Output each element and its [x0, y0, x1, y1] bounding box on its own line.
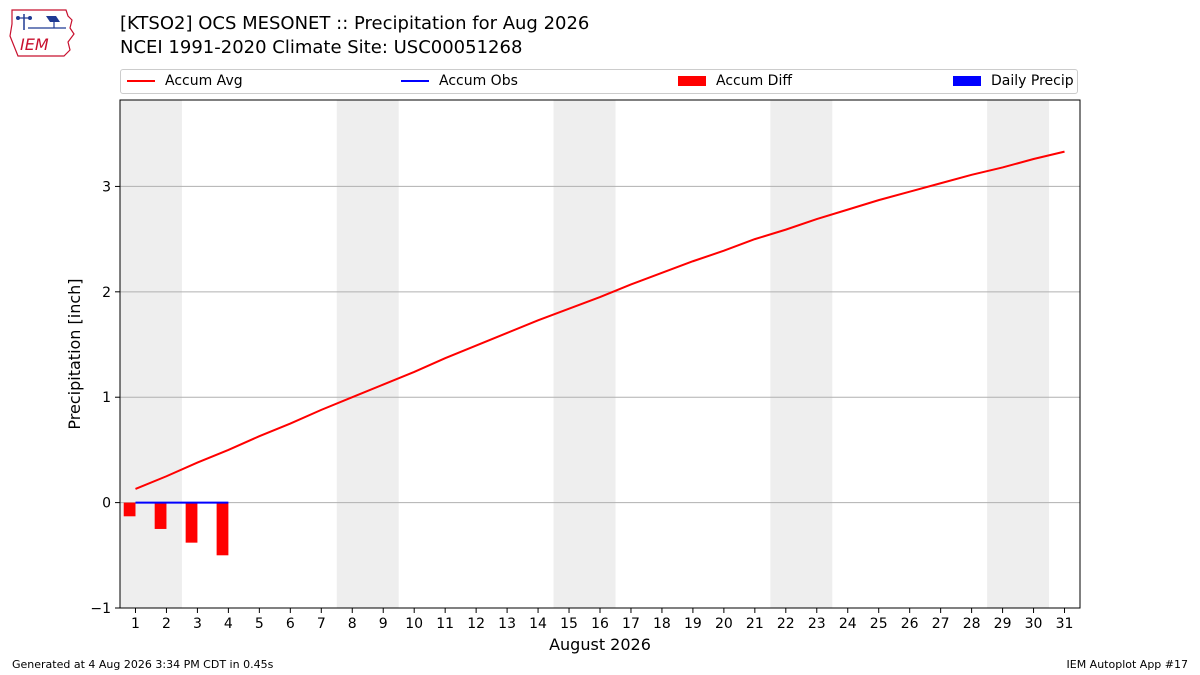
xtick-label-7: 8: [348, 616, 357, 632]
xtick-label-11: 12: [467, 616, 485, 632]
weekend-band-2: [553, 100, 616, 608]
xtick-label-20: 21: [746, 616, 764, 632]
legend-item-daily-precip: Daily Precip: [953, 73, 1074, 89]
legend-item-accum-avg: Accum Avg: [127, 73, 243, 89]
xtick-label-24: 25: [870, 616, 888, 632]
accum-diff-bar-1: [123, 502, 136, 517]
xtick-label-17: 18: [653, 616, 671, 632]
iem-logo: IEM: [8, 6, 80, 58]
ytick-label-0: −1: [90, 601, 111, 617]
chart-title: [KTSO2] OCS MESONET :: Precipitation for…: [120, 13, 590, 34]
xtick-label-26: 27: [932, 616, 950, 632]
ytick-label-3: 2: [102, 285, 111, 301]
legend-label-accum-avg: Accum Avg: [165, 73, 243, 89]
ytick-label-2: 1: [102, 390, 111, 406]
xtick-label-22: 23: [808, 616, 826, 632]
ytick-label-4: 3: [102, 179, 111, 195]
xtick-label-10: 11: [436, 616, 454, 632]
chart-subtitle: NCEI 1991-2020 Climate Site: USC00051268: [120, 37, 523, 58]
weekend-shading: [120, 100, 1050, 608]
series-lines: [135, 150, 1065, 504]
legend-swatch-accum-diff: [678, 76, 706, 86]
legend-swatch-accum-avg: [127, 80, 155, 82]
xtick-label-2: 3: [193, 616, 202, 632]
xtick-label-9: 10: [405, 616, 423, 632]
weekend-band-4: [987, 100, 1050, 608]
xtick-label-4: 5: [255, 616, 264, 632]
xtick-label-12: 13: [498, 616, 516, 632]
legend: Accum Avg Accum Obs Accum Diff Daily Pre…: [120, 69, 1078, 94]
xtick-label-3: 4: [224, 616, 233, 632]
xtick-label-15: 16: [591, 616, 609, 632]
xtick-label-6: 7: [317, 616, 326, 632]
y-axis-label: Precipitation [inch]: [65, 278, 84, 429]
generated-timestamp: Generated at 4 Aug 2026 3:34 PM CDT in 0…: [12, 658, 274, 671]
xtick-label-14: 15: [560, 616, 578, 632]
xtick-label-13: 14: [529, 616, 547, 632]
ytick-label-1: 0: [102, 496, 111, 512]
xtick-label-8: 9: [379, 616, 388, 632]
x-axis-ticks: 1 2 3 4 5 6 7 8 9 10 11 12 13 14 15 16 17 18 19 20 21 22 23 24 2…: [131, 608, 1073, 632]
legend-swatch-daily-precip: [953, 76, 981, 86]
xtick-label-16: 17: [622, 616, 640, 632]
legend-label-accum-obs: Accum Obs: [439, 73, 518, 89]
weekend-band-0: [120, 100, 182, 608]
legend-item-accum-obs: Accum Obs: [401, 73, 518, 89]
xtick-label-19: 20: [715, 616, 733, 632]
legend-swatch-accum-obs: [401, 80, 429, 82]
xtick-label-18: 19: [684, 616, 702, 632]
xtick-label-5: 6: [286, 616, 295, 632]
legend-label-accum-diff: Accum Diff: [716, 73, 793, 89]
xtick-label-0: 1: [131, 616, 140, 632]
xtick-label-30: 31: [1056, 616, 1074, 632]
xtick-label-1: 2: [162, 616, 171, 632]
xtick-label-21: 22: [777, 616, 795, 632]
app-credit: IEM Autoplot App #17: [1066, 658, 1189, 671]
accum-avg-line: [135, 150, 1065, 490]
weekend-band-3: [770, 100, 833, 608]
legend-label-daily-precip: Daily Precip: [991, 73, 1074, 89]
accum-diff-bar-2: [154, 502, 167, 529]
xtick-label-28: 29: [994, 616, 1012, 632]
accum-diff-bar-4: [216, 502, 229, 556]
weekend-band-1: [336, 100, 399, 608]
diff-bars: [123, 502, 229, 556]
legend-item-accum-diff: Accum Diff: [678, 73, 792, 89]
logo-text: IEM: [20, 35, 49, 54]
y-axis-ticks: −1 0 1 2 3: [90, 179, 120, 617]
xtick-label-25: 26: [901, 616, 919, 632]
xtick-label-23: 24: [839, 616, 857, 632]
accum-diff-bar-3: [185, 502, 198, 543]
xtick-label-29: 30: [1025, 616, 1043, 632]
x-axis-label: August 2026: [549, 635, 651, 654]
xtick-label-27: 28: [963, 616, 981, 632]
